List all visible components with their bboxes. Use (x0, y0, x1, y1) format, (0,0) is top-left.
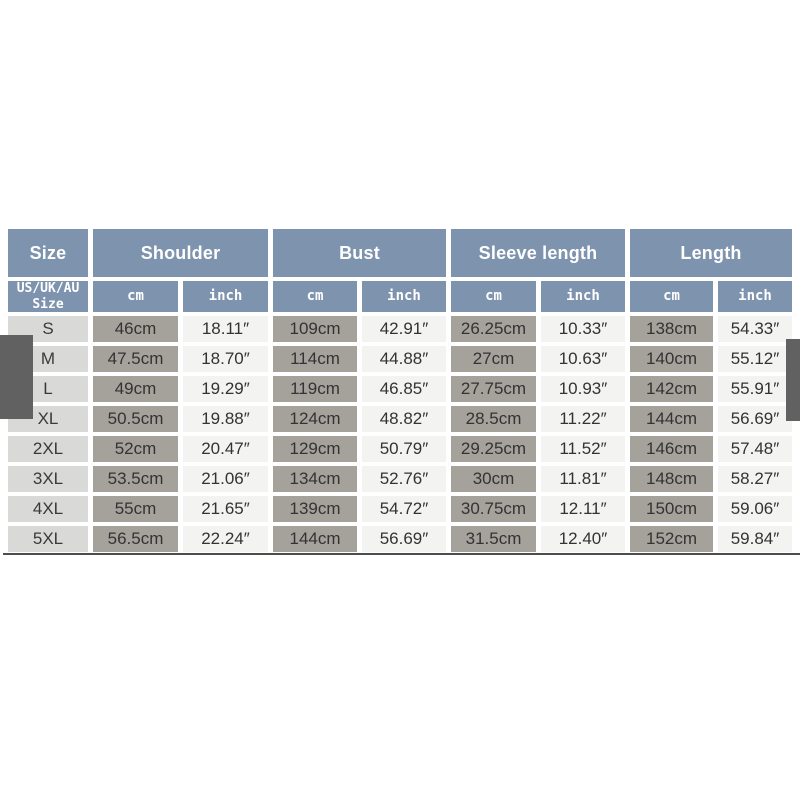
measurement-cell: 134cm (273, 466, 357, 492)
measurement-cell: 57.48″ (718, 436, 792, 462)
measurement-cell: 52cm (93, 436, 178, 462)
sub-header-inch: inch (183, 281, 268, 312)
group-header-shoulder: Shoulder (93, 229, 268, 277)
measurement-cell: 55.12″ (718, 346, 792, 372)
measurement-cell: 21.65″ (183, 496, 268, 522)
sub-header-cm: cm (630, 281, 713, 312)
measurement-cell: 109cm (273, 316, 357, 342)
sub-header-us-uk-au-size: US/UK/AU Size (8, 281, 88, 312)
measurement-cell: 44.88″ (362, 346, 446, 372)
measurement-cell: 42.91″ (362, 316, 446, 342)
measurement-cell: 119cm (273, 376, 357, 402)
measurement-cell: 20.47″ (183, 436, 268, 462)
sub-header-cm: cm (93, 281, 178, 312)
measurement-cell: 124cm (273, 406, 357, 432)
group-header-length: Length (630, 229, 792, 277)
measurement-cell: 26.25cm (451, 316, 536, 342)
row-size-label: 4XL (8, 496, 88, 522)
measurement-cell: 27.75cm (451, 376, 536, 402)
measurement-cell: 12.11″ (541, 496, 625, 522)
sub-header-inch: inch (718, 281, 792, 312)
measurement-cell: 146cm (630, 436, 713, 462)
measurement-cell: 12.40″ (541, 526, 625, 552)
size-chart-table: Size Shoulder Bust Sleeve length Length US/UK… (8, 229, 800, 552)
measurement-cell: 46cm (93, 316, 178, 342)
measurement-cell: 54.33″ (718, 316, 792, 342)
row-size-label: 2XL (8, 436, 88, 462)
table-bottom-border (3, 553, 800, 555)
sub-header-inch: inch (362, 281, 446, 312)
measurement-cell: 144cm (630, 406, 713, 432)
measurement-cell: 59.84″ (718, 526, 792, 552)
measurement-cell: 27cm (451, 346, 536, 372)
measurement-cell: 142cm (630, 376, 713, 402)
measurement-cell: 30cm (451, 466, 536, 492)
measurement-cell: 48.82″ (362, 406, 446, 432)
measurement-cell: 55cm (93, 496, 178, 522)
measurement-cell: 22.24″ (183, 526, 268, 552)
measurement-cell: 11.52″ (541, 436, 625, 462)
measurement-cell: 52.76″ (362, 466, 446, 492)
measurement-cell: 56.5cm (93, 526, 178, 552)
measurement-cell: 49cm (93, 376, 178, 402)
photo-artifact-left (0, 335, 33, 419)
measurement-cell: 18.11″ (183, 316, 268, 342)
measurement-cell: 140cm (630, 346, 713, 372)
measurement-cell: 11.22″ (541, 406, 625, 432)
measurement-cell: 129cm (273, 436, 357, 462)
sub-header-cm: cm (451, 281, 536, 312)
measurement-cell: 114cm (273, 346, 357, 372)
measurement-cell: 56.69″ (362, 526, 446, 552)
measurement-cell: 19.29″ (183, 376, 268, 402)
measurement-cell: 58.27″ (718, 466, 792, 492)
measurement-cell: 59.06″ (718, 496, 792, 522)
measurement-cell: 31.5cm (451, 526, 536, 552)
measurement-cell: 56.69″ (718, 406, 792, 432)
measurement-cell: 150cm (630, 496, 713, 522)
measurement-cell: 50.79″ (362, 436, 446, 462)
sub-header-inch: inch (541, 281, 625, 312)
measurement-cell: 47.5cm (93, 346, 178, 372)
measurement-cell: 54.72″ (362, 496, 446, 522)
measurement-cell: 144cm (273, 526, 357, 552)
measurement-cell: 21.06″ (183, 466, 268, 492)
measurement-cell: 50.5cm (93, 406, 178, 432)
measurement-cell: 138cm (630, 316, 713, 342)
row-size-label: 3XL (8, 466, 88, 492)
measurement-cell: 10.63″ (541, 346, 625, 372)
group-header-bust: Bust (273, 229, 446, 277)
row-size-label: 5XL (8, 526, 88, 552)
measurement-cell: 55.91″ (718, 376, 792, 402)
photo-artifact-right (786, 339, 800, 421)
group-header-size: Size (8, 229, 88, 277)
measurement-cell: 18.70″ (183, 346, 268, 372)
measurement-cell: 29.25cm (451, 436, 536, 462)
measurement-cell: 10.93″ (541, 376, 625, 402)
measurement-cell: 11.81″ (541, 466, 625, 492)
measurement-cell: 148cm (630, 466, 713, 492)
sub-header-cm: cm (273, 281, 357, 312)
measurement-cell: 30.75cm (451, 496, 536, 522)
measurement-cell: 28.5cm (451, 406, 536, 432)
measurement-cell: 53.5cm (93, 466, 178, 492)
measurement-cell: 139cm (273, 496, 357, 522)
measurement-cell: 10.33″ (541, 316, 625, 342)
measurement-cell: 19.88″ (183, 406, 268, 432)
measurement-cell: 152cm (630, 526, 713, 552)
measurement-cell: 46.85″ (362, 376, 446, 402)
group-header-sleeve-length: Sleeve length (451, 229, 625, 277)
